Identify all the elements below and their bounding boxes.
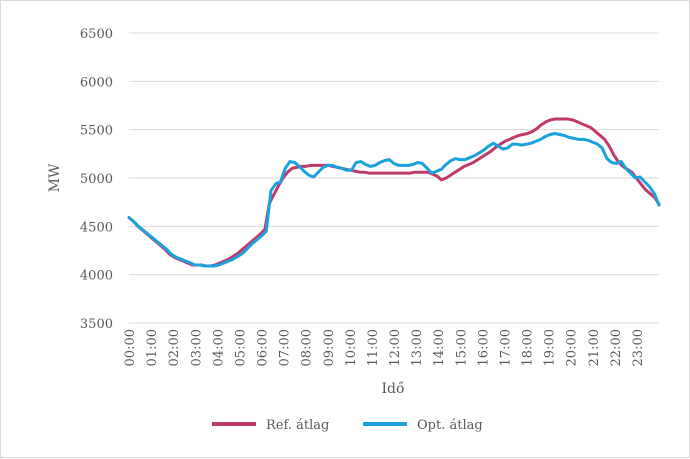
series-lines bbox=[127, 117, 661, 268]
series-line-ref bbox=[127, 117, 661, 268]
x-tick-label: 07:00 bbox=[278, 329, 293, 366]
x-tick-label: 00:00 bbox=[123, 329, 138, 366]
x-tick-label: 19:00 bbox=[543, 329, 558, 366]
x-tick-label: 02:00 bbox=[167, 329, 182, 366]
x-tick-label: 04:00 bbox=[211, 329, 226, 366]
y-tick-label: 6500 bbox=[80, 27, 113, 42]
y-tick-label: 5000 bbox=[80, 172, 113, 187]
legend: Ref. átlag Opt. átlag bbox=[212, 418, 483, 433]
x-tick-label: 08:00 bbox=[300, 329, 315, 366]
x-tick-label: 18:00 bbox=[521, 329, 536, 366]
x-tick-label: 16:00 bbox=[476, 329, 491, 366]
x-tick-label: 13:00 bbox=[410, 329, 425, 366]
y-tick-label: 6000 bbox=[80, 75, 113, 90]
gridlines bbox=[129, 32, 659, 324]
x-tick-label: 03:00 bbox=[189, 329, 204, 366]
x-tick-label: 06:00 bbox=[256, 329, 271, 366]
x-tick-label: 20:00 bbox=[565, 329, 580, 366]
x-tick-label: 23:00 bbox=[631, 329, 646, 366]
x-tick-label: 01:00 bbox=[145, 329, 160, 366]
y-tick-label: 4500 bbox=[80, 220, 113, 235]
x-tick-label: 10:00 bbox=[344, 329, 359, 366]
x-tick-label: 17:00 bbox=[498, 329, 513, 366]
y-tick-label: 5500 bbox=[80, 124, 113, 139]
x-tick-label: 11:00 bbox=[366, 329, 381, 366]
x-tick-label: 22:00 bbox=[609, 329, 624, 366]
y-tick-label: 4000 bbox=[80, 269, 113, 284]
y-tick-label: 3500 bbox=[80, 317, 113, 332]
x-tick-labels: 00:00 01:00 02:00 03:00 04:00 05:00 06:00 07:00… bbox=[123, 329, 646, 366]
series-line-opt bbox=[127, 132, 661, 268]
x-tick-label: 15:00 bbox=[454, 329, 469, 366]
x-tick-label: 12:00 bbox=[388, 329, 403, 366]
x-tick-label: 09:00 bbox=[322, 329, 337, 366]
x-tick-label: 05:00 bbox=[233, 329, 248, 366]
y-axis-title: MW bbox=[47, 163, 63, 192]
y-tick-labels: 3500 4000 4500 5000 5500 6000 6500 bbox=[80, 27, 113, 332]
legend-label-ref: Ref. átlag bbox=[266, 418, 329, 433]
legend-label-opt: Opt. átlag bbox=[417, 418, 483, 433]
x-tick-label: 14:00 bbox=[432, 329, 447, 366]
x-axis-title: Idő bbox=[382, 381, 405, 397]
x-tick-label: 21:00 bbox=[587, 329, 602, 366]
